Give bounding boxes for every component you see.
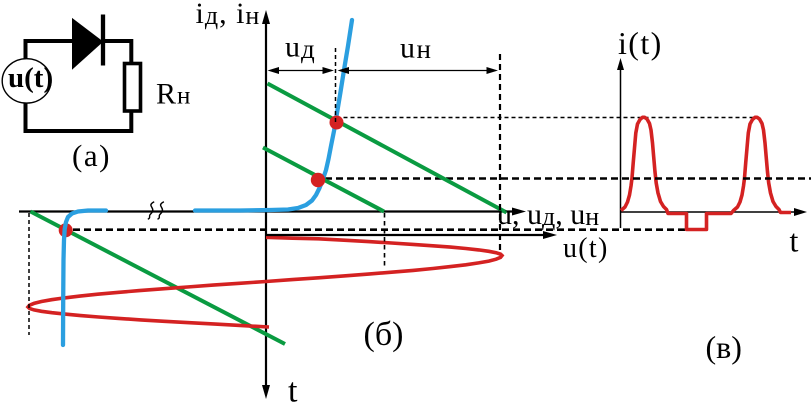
svg-text:u, uд, uн: u, uд, uн	[497, 198, 599, 231]
svg-text:(а): (а)	[72, 138, 111, 173]
svg-text:(б): (б)	[364, 316, 404, 353]
svg-text:uд: uд	[285, 31, 316, 65]
svg-text:t: t	[790, 223, 799, 259]
svg-text:u(t): u(t)	[563, 233, 609, 264]
svg-text:t: t	[288, 373, 298, 406]
svg-text:i(t): i(t)	[618, 25, 663, 61]
svg-text:Rн: Rн	[156, 78, 191, 111]
svg-text:u(t): u(t)	[8, 62, 53, 94]
svg-text:uн: uн	[400, 32, 432, 65]
svg-text:(в): (в)	[706, 329, 742, 365]
svg-text:iд, iн: iд, iн	[196, 0, 261, 30]
